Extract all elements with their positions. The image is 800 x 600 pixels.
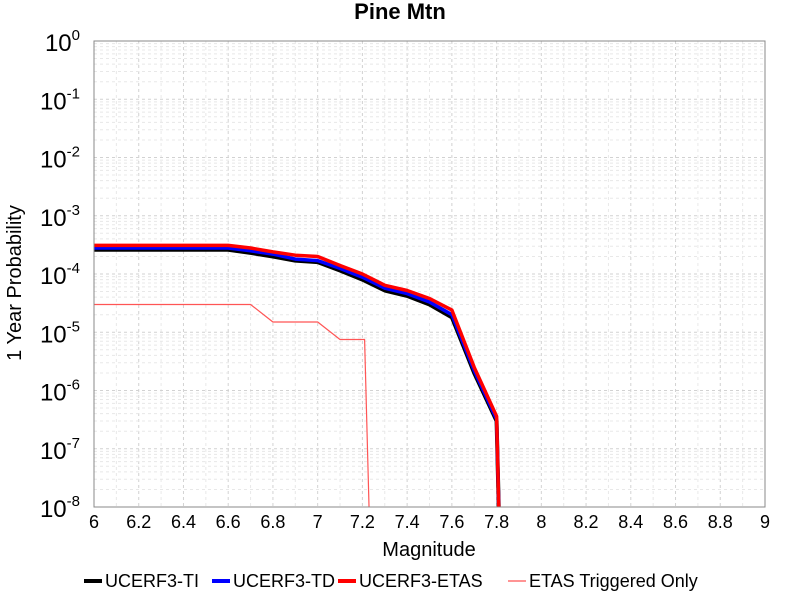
y-axis-ticks: 100 10-1 10-2 10-3 10-4 10-5 10-6 10-7 10-8 xyxy=(40,27,80,523)
x-tick-label: 8.6 xyxy=(663,512,688,532)
x-tick-label: 7.6 xyxy=(439,512,464,532)
x-tick-label: 7.8 xyxy=(484,512,509,532)
x-tick-label: 8.2 xyxy=(574,512,599,532)
x-tick-label: 6 xyxy=(89,512,99,532)
y-tick-label: 10-1 xyxy=(40,85,80,115)
x-tick-label: 7.4 xyxy=(395,512,420,532)
series-line-2 xyxy=(94,246,501,507)
series-line-4 xyxy=(94,303,370,507)
x-axis-ticks: 6 6.2 6.4 6.6 6.8 7 7.2 7.4 7.6 7.8 8 8.2 8.4 8.6 8.8 9 xyxy=(89,512,770,532)
x-tick-label: 8.8 xyxy=(708,512,733,532)
x-tick-label: 7.2 xyxy=(350,512,375,532)
legend: UCERF3-TI UCERF3-TD UCERF3-ETAS ETAS Trigge… xyxy=(84,571,698,591)
y-tick-label: 10-7 xyxy=(40,435,80,465)
legend-label: UCERF3-TI xyxy=(105,571,199,591)
x-tick-label: 9 xyxy=(760,512,770,532)
legend-label: UCERF3-TD xyxy=(233,571,335,591)
x-tick-label: 8 xyxy=(536,512,546,532)
grid xyxy=(93,40,766,508)
series-layer xyxy=(94,243,501,507)
y-tick-label: 10-2 xyxy=(40,144,80,174)
x-tick-label: 8.4 xyxy=(618,512,643,532)
y-tick-label: 10-4 xyxy=(40,260,80,290)
legend-label: UCERF3-ETAS xyxy=(359,571,483,591)
x-tick-label: 6.6 xyxy=(216,512,241,532)
y-tick-label: 10-5 xyxy=(40,318,80,348)
y-tick-label: 10-8 xyxy=(40,493,80,523)
x-tick-label: 7 xyxy=(313,512,323,532)
y-tick-label: 10-3 xyxy=(40,202,80,232)
chart-title: Pine Mtn xyxy=(354,0,446,24)
y-tick-label: 10-6 xyxy=(40,377,80,407)
y-axis-label: 1 Year Probability xyxy=(4,205,26,361)
x-tick-label: 6.8 xyxy=(260,512,285,532)
series-line-1 xyxy=(94,247,501,507)
x-tick-label: 6.2 xyxy=(126,512,151,532)
legend-label: ETAS Triggered Only xyxy=(529,571,698,591)
series-line-3 xyxy=(94,243,501,507)
plot-frame xyxy=(93,40,766,508)
x-axis-label: Magnitude xyxy=(382,539,475,561)
y-tick-label: 100 xyxy=(45,27,80,57)
x-tick-label: 6.4 xyxy=(171,512,196,532)
